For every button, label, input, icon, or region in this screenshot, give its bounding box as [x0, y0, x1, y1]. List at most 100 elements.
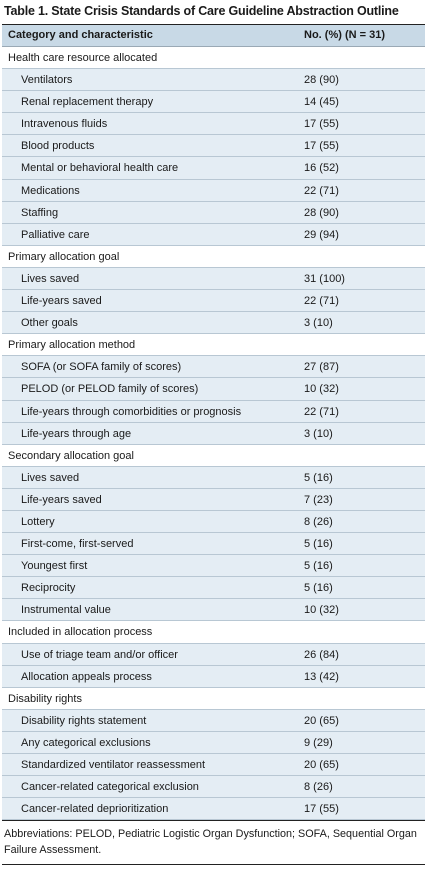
section-label: Primary allocation goal — [8, 250, 120, 263]
table-row: Disability rights statement 20 (65) — [2, 709, 425, 732]
row-value: 3 (10) — [304, 317, 333, 330]
table-row: SOFA (or SOFA family of scores) 27 (87) — [2, 356, 425, 379]
column-header-count: No. (%) (N = 31) — [304, 29, 385, 41]
row-value: 20 (65) — [304, 759, 339, 771]
row-label: Lives saved — [21, 471, 80, 484]
row-value: 17 (55) — [304, 118, 339, 131]
table-header-row: Category and characteristic No. (%) (N =… — [2, 25, 425, 47]
row-value: 9 (29) — [304, 736, 333, 749]
row-label: Lottery — [21, 515, 55, 528]
row-label: Life-years through comorbidities or prog… — [21, 405, 242, 418]
row-value: 13 (42) — [304, 670, 339, 683]
table-row: Life-years saved 7 (23) — [2, 488, 425, 511]
section-label: Health care resource allocated — [8, 52, 158, 64]
section-label: Disability rights — [8, 692, 82, 705]
table-row: Lives saved 5 (16) — [2, 466, 425, 489]
row-label: Cancer-related deprioritization — [21, 803, 169, 816]
row-value: 5 (16) — [304, 560, 333, 573]
row-label: Life-years saved — [21, 493, 102, 506]
row-value: 26 (84) — [304, 648, 339, 661]
row-value: 3 (10) — [304, 427, 333, 440]
row-value: 14 (45) — [304, 96, 339, 109]
table-row: Intravenous fluids 17 (55) — [2, 113, 425, 136]
table-row: Lives saved 31 (100) — [2, 267, 425, 291]
section-row: Included in allocation process — [2, 621, 425, 644]
section-label: Primary allocation method — [8, 339, 136, 352]
table-row: Cancer-related categorical exclusion 8 (2… — [2, 776, 425, 799]
row-value: 22 (71) — [304, 295, 339, 308]
row-label: Renal replacement therapy — [21, 96, 154, 109]
section-row: Disability rights — [2, 687, 425, 710]
row-label: Instrumental value — [21, 604, 111, 617]
row-label: Youngest first — [21, 560, 88, 573]
row-label: Palliative care — [21, 228, 90, 241]
row-label: Blood products — [21, 140, 95, 153]
row-label: Intravenous fluids — [21, 118, 108, 131]
row-label: Use of triage team and/or officer — [21, 648, 178, 661]
row-value: 5 (16) — [304, 471, 333, 484]
table-row: Any categorical exclusions 9 (29) — [2, 731, 425, 754]
table-row: Renal replacement therapy 14 (45) — [2, 91, 425, 114]
row-label: Any categorical exclusions — [21, 736, 151, 749]
row-value: 27 (87) — [304, 361, 339, 374]
row-value: 5 (16) — [304, 538, 333, 551]
row-value: 16 (52) — [304, 162, 339, 175]
table-row: First-come, first-served 5 (16) — [2, 533, 425, 556]
row-value: 7 (23) — [304, 493, 333, 506]
row-label: Standardized ventilator reassessment — [21, 759, 206, 771]
row-label: Disability rights statement — [21, 714, 147, 727]
table-row: Instrumental value 10 (32) — [2, 599, 425, 622]
section-row: Primary allocation method — [2, 334, 425, 357]
row-value: 29 (94) — [304, 228, 339, 241]
row-label: Allocation appeals process — [21, 670, 152, 683]
table-row: Mental or behavioral health care 16 (52) — [2, 157, 425, 180]
row-label: SOFA (or SOFA family of scores) — [21, 361, 182, 374]
row-value: 20 (65) — [304, 714, 339, 727]
table-row: Reciprocity 5 (16) — [2, 577, 425, 600]
row-label: Life-years through age — [21, 427, 132, 440]
row-label: Staffing — [21, 206, 59, 219]
table-row: Youngest first 5 (16) — [2, 555, 425, 578]
table-row: Life-years through comorbidities or prog… — [2, 400, 425, 423]
row-value: 28 (90) — [304, 74, 339, 87]
section-row: Secondary allocation goal — [2, 444, 425, 467]
row-value: 10 (32) — [304, 604, 339, 617]
table-title: Table 1. State Crisis Standards of Care … — [2, 0, 425, 25]
table-bottom-rule — [2, 820, 425, 822]
section-label: Secondary allocation goal — [8, 449, 134, 462]
table-footnote: Abbreviations: PELOD, Pediatric Logistic… — [2, 821, 425, 866]
table-row: Other goals 3 (10) — [2, 312, 425, 335]
row-label: Other goals — [21, 317, 78, 330]
table-row: Staffing 28 (90) — [2, 201, 425, 224]
table-row: Use of triage team and/or officer 26 (84) — [2, 643, 425, 666]
row-value: 22 (71) — [304, 184, 339, 197]
table-row: Cancer-related deprioritization 17 (55) — [2, 798, 425, 821]
row-value: 8 (26) — [304, 781, 333, 794]
column-header-category: Category and characteristic — [8, 29, 153, 41]
row-label: Ventilators — [21, 74, 73, 87]
table-row: Life-years saved 22 (71) — [2, 290, 425, 313]
row-label: Medications — [21, 184, 80, 197]
row-value: 31 (100) — [304, 272, 345, 285]
row-value: 5 (16) — [304, 582, 333, 595]
row-value: 10 (32) — [304, 383, 339, 396]
table-row: Palliative care 29 (94) — [2, 223, 425, 246]
section-row: Primary allocation goal — [2, 245, 425, 268]
table-row: Medications 22 (71) — [2, 179, 425, 202]
table-row: Allocation appeals process 13 (42) — [2, 665, 425, 688]
table-row: Standardized ventilator reassessment 20 (… — [2, 754, 425, 777]
table-row: Lottery 8 (26) — [2, 510, 425, 534]
row-value: 28 (90) — [304, 206, 339, 219]
table-row: Life-years through age 3 (10) — [2, 422, 425, 445]
table-row: Ventilators 28 (90) — [2, 69, 425, 92]
row-label: First-come, first-served — [21, 538, 134, 551]
row-label: Cancer-related categorical exclusion — [21, 781, 199, 794]
section-row: Health care resource allocated — [2, 47, 425, 70]
row-label: Mental or behavioral health care — [21, 162, 179, 175]
row-value: 17 (55) — [304, 803, 339, 816]
row-label: Life-years saved — [21, 295, 102, 308]
row-value: 22 (71) — [304, 405, 339, 418]
row-value: 8 (26) — [304, 515, 333, 528]
section-label: Included in allocation process — [8, 626, 153, 639]
